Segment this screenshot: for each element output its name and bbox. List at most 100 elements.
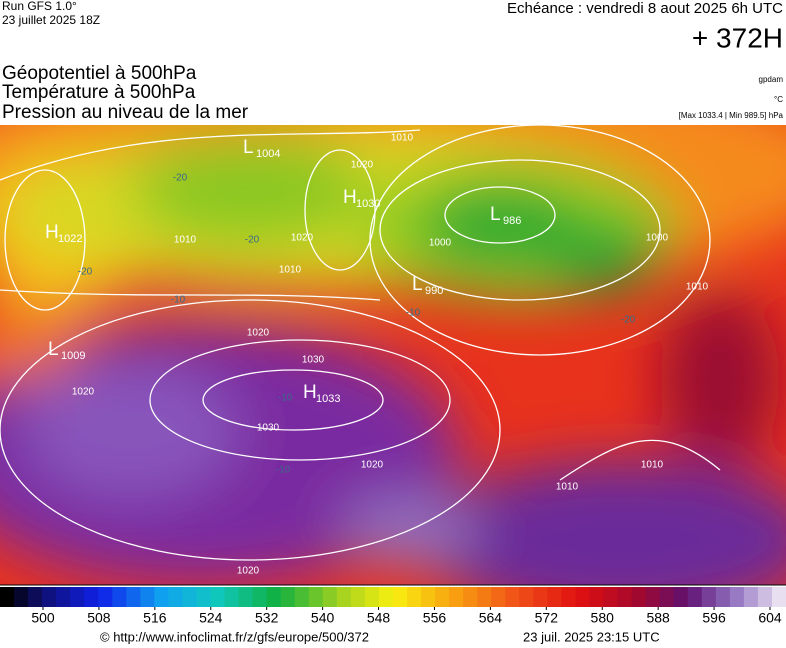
colorbar-tick-label: 540: [311, 610, 335, 626]
title-pressure: Pression au niveau de la mer: [2, 102, 249, 123]
colorbar-cell: [547, 587, 562, 607]
isobar-label: 1010: [556, 482, 579, 493]
center-type: H: [45, 222, 59, 243]
colorbar-cell: [617, 587, 633, 607]
colorbar-cell: [729, 587, 745, 607]
colorbar-cell: [364, 587, 380, 607]
center-type: L: [243, 137, 254, 158]
temperature-label: -10: [278, 393, 293, 404]
isobar-label: 1010: [686, 282, 709, 293]
colorbar-cell: [421, 587, 436, 607]
colorbar-cell: [477, 587, 492, 607]
isobar-label: 1020: [72, 387, 95, 398]
temperature-label: -20: [78, 267, 93, 278]
colorbar-cell: [56, 587, 71, 607]
colorbar-cell: [98, 587, 113, 607]
temperature-label: -10: [406, 308, 421, 319]
isobar-label: 1010: [174, 235, 197, 246]
colorbar-tick-label: 596: [702, 610, 726, 626]
center-type: L: [412, 274, 423, 295]
center-type: H: [343, 187, 357, 208]
colorbar-cell: [140, 587, 155, 607]
colorbar-cell: [435, 587, 450, 607]
colorbar-cell: [224, 587, 240, 607]
colorbar-cell: [280, 587, 296, 607]
colorbar-cell: [126, 587, 141, 607]
colorbar-cell: [533, 587, 548, 607]
title-temperature: Température à 500hPa: [2, 82, 196, 103]
colorbar-cell: [154, 587, 169, 607]
colorbar-cell: [393, 587, 408, 607]
isobar-label: 1020: [247, 328, 270, 339]
colorbar-tick-label: 516: [143, 610, 167, 626]
isobar-label: 1010: [641, 460, 664, 471]
colorbar-cell: [659, 587, 675, 607]
unit-pressure: [Max 1033.4 | Min 989.5] hPa: [679, 111, 784, 120]
unit-temperature: °C: [774, 95, 783, 104]
colorbar-cell: [589, 587, 605, 607]
isobar-label: 1020: [351, 160, 374, 171]
colorbar-cell: [743, 587, 759, 607]
isobar-label: 1010: [391, 133, 414, 144]
colorbar-cell: [70, 587, 85, 607]
colorbar-cell: [378, 587, 394, 607]
center-value: 1004: [256, 148, 280, 160]
temperature-label: -10: [276, 465, 291, 476]
colorbar-tick-label: 524: [199, 610, 223, 626]
colorbar-cell: [449, 587, 464, 607]
isobar-label: 1000: [429, 238, 452, 249]
colorbar-cell: [645, 587, 661, 607]
field-shading: [0, 125, 786, 585]
colorbar-tick-label: 564: [479, 610, 503, 626]
temperature-label: -20: [173, 173, 188, 184]
isobar-label: 1030: [257, 423, 280, 434]
temperature-label: -20: [621, 315, 636, 326]
colorbar-tick-label: 508: [87, 610, 111, 626]
isobars: [0, 125, 721, 561]
colorbar-cell: [687, 587, 703, 607]
unit-geopotential: gpdam: [759, 75, 784, 84]
colorbar-cell: [336, 587, 352, 607]
colorbar-cell: [701, 587, 717, 607]
colorbar-cell: [561, 587, 576, 607]
center-value: 1009: [61, 350, 85, 362]
temperature-label: -20: [245, 235, 260, 246]
colorbar-cell: [294, 587, 310, 607]
isobar-label: 1030: [302, 355, 325, 366]
model-run: Run GFS 1.0°: [2, 0, 77, 13]
colorbar-tick-label: 532: [255, 610, 279, 626]
center-value: 1030: [356, 198, 380, 210]
colorbar-tick-label: 548: [367, 610, 391, 626]
colorbar-cell: [463, 587, 478, 607]
valid-time: Echéance : vendredi 8 aout 2025 6h UTC: [507, 0, 783, 17]
colorbar-cell: [14, 587, 29, 607]
temperature-label: -10: [171, 295, 186, 306]
colorbar-cell: [308, 587, 324, 607]
colorbar-cell: [715, 587, 731, 607]
isobar-label: 1020: [291, 233, 314, 244]
center-value: 1022: [58, 233, 82, 245]
colorbar-cell: [771, 587, 786, 607]
colorbar-cell: [350, 587, 366, 607]
footer-timestamp: 23 juil. 2025 23:15 UTC: [523, 629, 660, 644]
colorbar-cell: [575, 587, 590, 607]
colorbar-cell: [238, 587, 254, 607]
colorbar-tick-label: 500: [31, 610, 55, 626]
colorbar-cell: [252, 587, 268, 607]
center-value: 986: [503, 215, 521, 227]
isobar-label: 1020: [361, 460, 384, 471]
colorbar-tick-label: 604: [758, 610, 782, 626]
colorbar-tick-label: 572: [535, 610, 559, 626]
lead-time: + 372H: [692, 22, 783, 53]
colorbar-cell: [84, 587, 99, 607]
colorbar-cell: [196, 587, 212, 607]
colorbar-cell: [491, 587, 506, 607]
isobar-label: 1010: [279, 265, 302, 276]
colorbar-cell: [322, 587, 338, 607]
colorbar-cell: [168, 587, 183, 607]
isobar-label: 1000: [646, 233, 669, 244]
colorbar-cell: [112, 587, 127, 607]
center-value: 990: [425, 285, 443, 297]
run-date: 23 juillet 2025 18Z: [2, 13, 100, 27]
